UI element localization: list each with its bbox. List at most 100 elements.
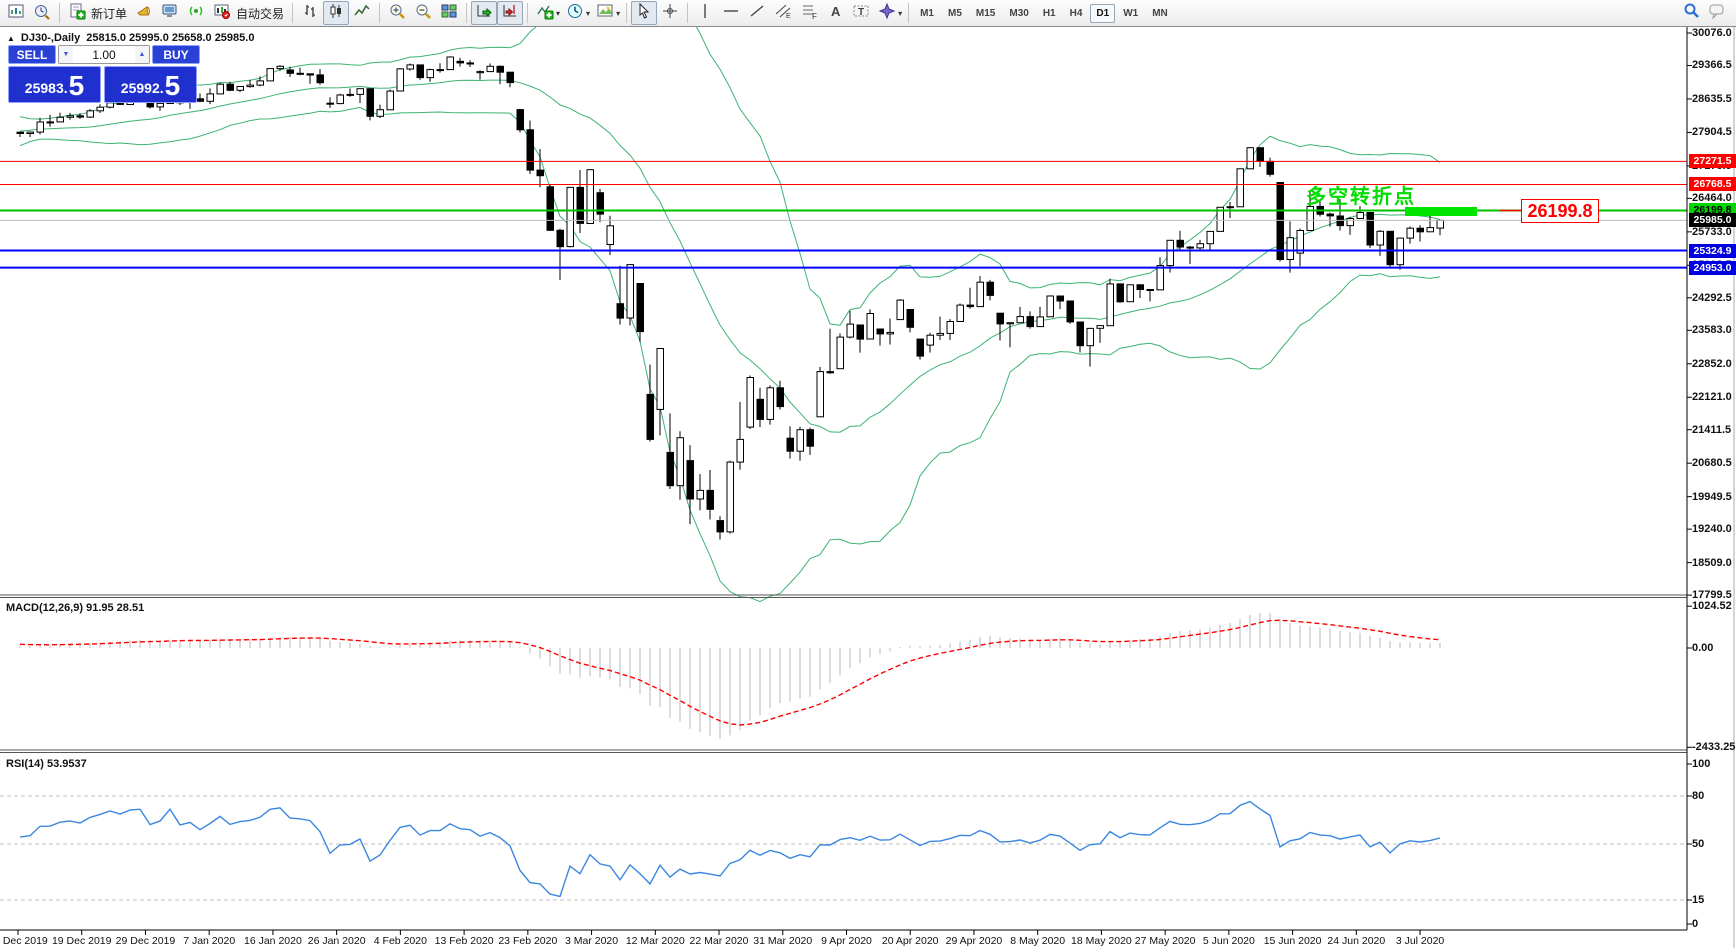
- templates-button[interactable]: [592, 1, 618, 25]
- sell-button[interactable]: SELL: [8, 45, 56, 64]
- chart-plot[interactable]: [0, 27, 1736, 948]
- new-chart-button[interactable]: [3, 1, 29, 25]
- toolbar-separator: [687, 3, 689, 23]
- zoom-out-button[interactable]: [410, 1, 436, 25]
- turning-point-annotation[interactable]: 多空转折点: [1306, 186, 1416, 208]
- horizontal-line-tool-button[interactable]: [718, 1, 744, 25]
- auto-scroll-button[interactable]: [471, 1, 498, 25]
- buy-button[interactable]: BUY: [152, 45, 200, 64]
- line-chart-mode-button[interactable]: [349, 1, 375, 25]
- arrows-dropdown-caret[interactable]: ▾: [898, 8, 903, 18]
- price-axis-tick: 27904.5: [1692, 126, 1732, 139]
- templates-dropdown-caret[interactable]: ▾: [616, 8, 621, 18]
- candlestick-mode-button[interactable]: [323, 1, 350, 25]
- date-axis-label: 10 Dec 2019: [0, 935, 48, 947]
- toolbar-separator: [379, 3, 381, 23]
- fibonacci-tool-button[interactable]: F: [796, 1, 822, 25]
- indicators-dropdown-caret[interactable]: ▾: [556, 8, 561, 18]
- price-axis-tick: 28635.5: [1692, 92, 1732, 105]
- sell-price-big-digit: 5: [68, 70, 85, 101]
- autotrading-button[interactable]: [209, 1, 235, 25]
- text-label-icon: T: [852, 2, 870, 25]
- indicators-button[interactable]: [532, 1, 558, 25]
- indicators-icon: [536, 2, 554, 25]
- timeframe-bar: M1 M5 M15 M30 H1 H4 D1 W1 MN: [913, 3, 1175, 23]
- buy-price-box[interactable]: 25992. 5: [104, 66, 197, 103]
- vertical-line-tool-button[interactable]: [692, 1, 718, 25]
- new-chart-icon: [7, 2, 25, 25]
- price-axis-tick: 20680.5: [1692, 457, 1732, 470]
- toolbar-separator: [908, 3, 910, 23]
- date-axis-label: 7 Jan 2020: [183, 935, 236, 947]
- market-depth-button[interactable]: [131, 1, 157, 25]
- timeframe-mn[interactable]: MN: [1152, 7, 1168, 19]
- date-axis-label: 16 Jan 2020: [244, 935, 302, 947]
- timeframe-d1[interactable]: D1: [1090, 3, 1116, 23]
- volume-increase-button[interactable]: ▲: [135, 46, 149, 63]
- price-level-badge: 25324.9: [1689, 243, 1736, 258]
- toolbar-separator: [59, 3, 60, 23]
- macd-label: MACD(12,26,9) 91.95 28.51: [6, 602, 145, 614]
- arrows-tool-button[interactable]: [874, 1, 900, 25]
- chart-area[interactable]: ▲ DJ30-,Daily 25815.0 25995.0 25658.0 25…: [0, 27, 1736, 948]
- date-axis-label: 9 Apr 2020: [821, 935, 872, 947]
- buy-price-main: 25992.: [120, 80, 164, 96]
- trendline-tool-button[interactable]: [744, 1, 770, 25]
- price-tag-26199[interactable]: 26199.8: [1521, 199, 1599, 223]
- bar-chart-mode-button[interactable]: [297, 1, 323, 25]
- signals-button[interactable]: [183, 1, 209, 25]
- new-order-button[interactable]: [64, 1, 90, 25]
- periods-dropdown-caret[interactable]: ▾: [586, 8, 591, 18]
- new-order-label[interactable]: 新订单: [91, 6, 128, 21]
- volume-decrease-button[interactable]: ▼: [59, 46, 73, 63]
- timeframe-h1[interactable]: H1: [1042, 7, 1056, 19]
- channel-tool-button[interactable]: E: [770, 1, 796, 25]
- signals-icon: [187, 2, 205, 25]
- zoom-in-icon: [388, 2, 406, 25]
- toolbar-separator: [527, 3, 529, 23]
- price-axis-tick: 19949.5: [1692, 490, 1732, 503]
- price-axis-tick: 23583.0: [1692, 324, 1732, 337]
- date-axis-label: 8 May 2020: [1010, 935, 1066, 947]
- cursor-tool-button[interactable]: [631, 1, 658, 25]
- autotrading-icon: [213, 2, 231, 25]
- price-axis-tick: 29366.5: [1692, 59, 1732, 72]
- symbol-period-label: DJ30-,Daily: [20, 32, 81, 44]
- terminal-button[interactable]: [157, 1, 183, 25]
- macd-axis-tick: 0.00: [1692, 642, 1714, 654]
- timeframe-m1[interactable]: M1: [920, 7, 934, 19]
- sell-price-main: 25983.: [24, 80, 68, 96]
- toolbar-separator: [626, 3, 628, 23]
- price-axis-tick: 30076.0: [1692, 27, 1732, 39]
- vertical-line-icon: [696, 2, 714, 25]
- periods-button[interactable]: [562, 1, 588, 25]
- timeframe-w1[interactable]: W1: [1123, 7, 1139, 19]
- timeframe-m15[interactable]: M15: [975, 7, 996, 19]
- chart-shift-button[interactable]: [497, 1, 524, 25]
- new-order-icon: [68, 2, 86, 25]
- date-axis-label: 23 Feb 2020: [498, 935, 558, 947]
- search-button[interactable]: [1678, 1, 1704, 25]
- crosshair-tool-button[interactable]: [657, 1, 683, 25]
- timeframe-m30[interactable]: M30: [1009, 7, 1029, 19]
- clock-icon: [566, 2, 584, 25]
- autotrading-label[interactable]: 自动交易: [236, 6, 285, 21]
- timeframe-m5[interactable]: M5: [948, 7, 962, 19]
- date-axis-label: 29 Dec 2019: [115, 935, 176, 947]
- price-level-badge: 24953.0: [1689, 260, 1736, 275]
- date-axis-label: 20 Apr 2020: [881, 935, 939, 947]
- text-label-tool-button[interactable]: T: [848, 1, 874, 25]
- timeframe-h4[interactable]: H4: [1069, 7, 1083, 19]
- profiles-button[interactable]: [29, 1, 55, 25]
- template-icon: [596, 2, 614, 25]
- collapse-panel-icon[interactable]: ▲: [7, 33, 15, 43]
- tile-windows-button[interactable]: [436, 1, 462, 25]
- volume-field[interactable]: 1.00: [92, 47, 116, 62]
- sell-price-box[interactable]: 25983. 5: [8, 66, 101, 103]
- text-tool-button[interactable]: A: [822, 1, 848, 25]
- svg-text:A: A: [831, 4, 841, 19]
- zoom-in-button[interactable]: [384, 1, 410, 25]
- zoom-out-icon: [414, 2, 432, 25]
- arrows-icon: [878, 2, 896, 25]
- chat-button[interactable]: [1704, 1, 1730, 25]
